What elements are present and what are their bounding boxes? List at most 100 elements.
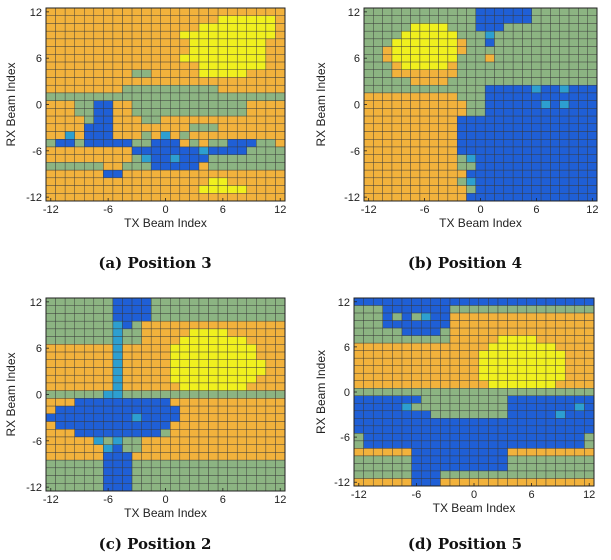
heatmap-cell: [74, 467, 85, 476]
heatmap-cell: [64, 131, 75, 140]
heatmap-cell: [584, 335, 595, 344]
heatmap-cell: [64, 23, 75, 32]
heatmap-cell: [198, 367, 209, 376]
heatmap-cell: [141, 421, 152, 430]
heatmap-cell: [440, 350, 451, 359]
heatmap-cell: [488, 297, 499, 306]
heatmap-cell: [179, 23, 190, 32]
heatmap-cell: [419, 46, 430, 55]
heatmap-cell: [246, 30, 257, 40]
heatmap-cell: [430, 448, 441, 457]
heatmap-cell: [516, 312, 528, 321]
heatmap-cell: [430, 425, 441, 434]
heatmap-cell: [555, 448, 566, 457]
heatmap-cell: [150, 328, 161, 337]
heatmap-cell: [265, 351, 276, 361]
heatmap-cell: [430, 470, 441, 479]
heatmap-cell: [64, 359, 75, 368]
heatmap-cell: [574, 297, 585, 306]
heatmap-cell: [256, 305, 267, 314]
heatmap-cell: [160, 367, 171, 376]
heatmap-cell: [198, 30, 209, 40]
heatmap-cell: [122, 367, 133, 376]
heatmap-cell: [217, 320, 228, 330]
heatmap-cell: [401, 297, 412, 306]
heatmap-cell: [392, 342, 403, 351]
heatmap-cell: [103, 100, 114, 109]
heatmap-cell: [497, 372, 508, 381]
heatmap-cell: [475, 100, 486, 109]
heatmap-cell: [55, 84, 66, 94]
heatmap-cell: [103, 413, 114, 422]
heatmap-cell: [401, 77, 411, 86]
heatmap-cell: [536, 478, 547, 487]
heatmap-cell: [475, 131, 486, 140]
heatmap-cell: [456, 131, 467, 140]
heatmap-cell: [103, 390, 114, 399]
heatmap-cell: [438, 84, 449, 94]
heatmap-cell: [45, 374, 56, 384]
heatmap-cell: [507, 305, 518, 314]
heatmap-cell: [430, 357, 441, 366]
heatmap-cell: [103, 7, 114, 16]
heatmap-cell: [559, 15, 570, 24]
heatmap-cell: [488, 455, 499, 464]
heatmap-cell: [103, 359, 114, 368]
heatmap-cell: [64, 452, 75, 461]
heatmap-cell: [568, 92, 579, 101]
heatmap-cell: [526, 380, 537, 389]
heatmap-cell: [141, 92, 152, 101]
heatmap-cell: [103, 382, 114, 391]
heatmap-cell: [468, 327, 480, 336]
heatmap-cell: [449, 312, 460, 321]
heatmap-cell: [265, 320, 276, 330]
heatmap-cell: [179, 452, 190, 461]
heatmap-cell: [484, 69, 495, 78]
heatmap-cell: [568, 77, 579, 86]
heatmap-cell: [64, 367, 75, 376]
heatmap-cell: [265, 459, 276, 469]
heatmap-cell: [564, 388, 576, 397]
heatmap-cell: [401, 365, 412, 374]
heatmap-cell: [208, 92, 219, 101]
heatmap-cell: [545, 463, 556, 472]
heatmap-cell: [564, 395, 576, 404]
heatmap-cell: [516, 433, 528, 442]
heatmap-cell: [440, 418, 451, 427]
heatmap-cell: [559, 123, 570, 132]
heatmap-cell: [265, 169, 276, 179]
heatmap-cell: [430, 312, 441, 321]
heatmap-cell: [150, 139, 161, 148]
heatmap-cell: [564, 433, 576, 442]
heatmap-cell: [526, 470, 537, 479]
heatmap-cell: [574, 388, 585, 397]
heatmap-cell: [363, 305, 374, 314]
heatmap-cell: [447, 92, 458, 101]
heatmap-cell: [122, 444, 133, 453]
heatmap-cell: [478, 395, 489, 404]
heatmap-cell: [275, 139, 286, 148]
heatmap-cell: [122, 382, 133, 391]
heatmap-cell: [578, 100, 588, 109]
heatmap-cell: [45, 452, 56, 461]
heatmap-cell: [382, 388, 393, 397]
heatmap-cell: [160, 108, 171, 117]
heatmap-cell: [497, 365, 508, 374]
heatmap-cell: [198, 359, 209, 368]
heatmap-cell: [391, 92, 402, 101]
heatmap-cell: [208, 193, 219, 202]
heatmap-cell: [478, 433, 489, 442]
heatmap-cell: [208, 169, 219, 179]
heatmap-cell: [45, 115, 56, 125]
heatmap-cell: [497, 395, 508, 404]
heatmap-cell: [141, 351, 152, 361]
heatmap-cell: [103, 115, 114, 125]
heatmap-cell: [74, 46, 85, 55]
heatmap-cell: [353, 350, 364, 359]
heatmap-cell: [227, 336, 238, 345]
heatmap-cell: [419, 38, 430, 47]
heatmap-cell: [74, 177, 85, 186]
heatmap-cell: [217, 169, 228, 179]
y-tick-label: 6: [36, 343, 42, 355]
